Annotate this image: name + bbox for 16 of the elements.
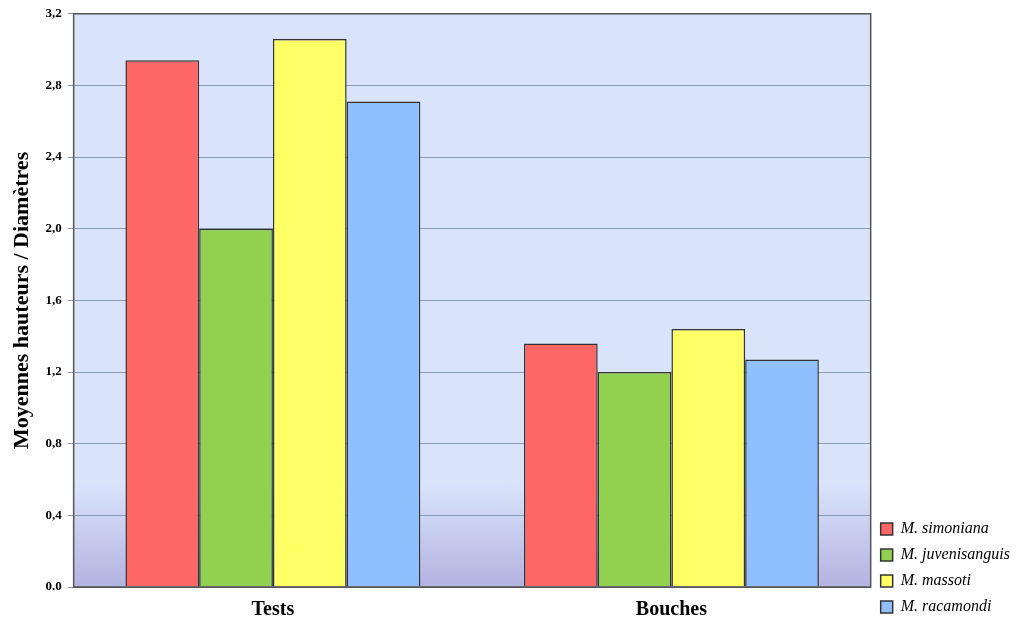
y-tick-label: 2,0	[45, 220, 62, 236]
y-tick-label: 2,8	[45, 76, 63, 92]
x-tick-label: Bouches	[635, 597, 708, 620]
y-tick-label: 1,6	[45, 291, 63, 307]
x-tick-label: Tests	[251, 597, 295, 620]
y-tick-label: 3,2	[45, 5, 62, 21]
legend-label: M. simoniana	[899, 519, 989, 537]
y-tick-label: 2,4	[45, 148, 63, 164]
y-axis-title: Moyennes hauteurs / Diamètres	[7, 151, 33, 449]
y-tick-label: 0,4	[45, 506, 63, 522]
legend-label: M. massoti	[899, 571, 971, 589]
legend-label: M. racamondi	[899, 597, 992, 615]
legend-label: M. juvenisanguis	[899, 545, 1011, 564]
y-tick-label: 1,2	[45, 363, 62, 379]
y-tick-label: 0,8	[45, 435, 63, 451]
y-tick-label: 0.0	[45, 578, 62, 594]
